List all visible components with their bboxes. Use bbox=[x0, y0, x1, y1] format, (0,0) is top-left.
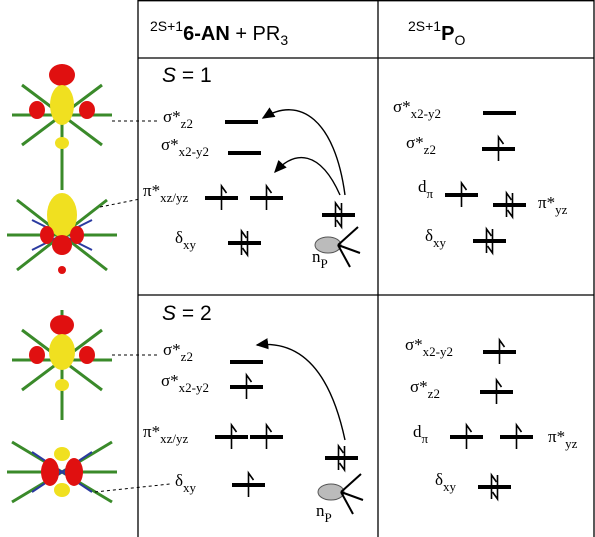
label-base: δ bbox=[175, 228, 183, 247]
excitation-arrows bbox=[257, 110, 345, 440]
orbital-label: σ*z2 bbox=[163, 107, 193, 131]
label-sub: xz/yz bbox=[160, 190, 188, 205]
orbital-label: nP bbox=[316, 501, 332, 525]
molecule bbox=[12, 310, 112, 420]
orbital-level bbox=[483, 340, 516, 364]
label-base: σ* bbox=[163, 340, 181, 359]
orbital-label: π*yz bbox=[548, 427, 578, 451]
label-sub: yz bbox=[555, 202, 568, 217]
orbital-label: δxy bbox=[425, 226, 447, 250]
header-sub: 3 bbox=[280, 32, 288, 48]
label-sub: yz bbox=[565, 436, 578, 451]
column-header: 2S+1PO bbox=[408, 18, 465, 48]
orbital-level bbox=[230, 375, 263, 399]
spin-label: S = 1 bbox=[162, 64, 212, 87]
orbital-level bbox=[445, 183, 478, 207]
header-text: + PR bbox=[230, 23, 281, 45]
header-bold: P bbox=[441, 23, 454, 45]
label-base: σ* bbox=[393, 97, 411, 116]
header-sup: 2S+1 bbox=[150, 18, 183, 34]
header-sup: 2S+1 bbox=[408, 18, 441, 34]
label-base: σ* bbox=[161, 135, 179, 154]
header-sub: O bbox=[454, 32, 465, 48]
orbital-label: δxy bbox=[175, 228, 197, 252]
label-sub: x2-y2 bbox=[411, 106, 441, 121]
orbital-label: dπ bbox=[413, 422, 429, 446]
orbital-label: δxy bbox=[435, 470, 457, 494]
orbital-level bbox=[482, 137, 515, 161]
label-sub: xy bbox=[433, 235, 447, 250]
orbital-level bbox=[250, 186, 283, 210]
orbital-level bbox=[500, 425, 533, 449]
orbital-level bbox=[215, 425, 248, 449]
orbital-label: σ*z2 bbox=[406, 133, 436, 157]
molecule bbox=[7, 193, 117, 274]
orbital-diagram: 2S+16-AN + PR32S+1POS = 1σ*z2σ*x2-y2π*xz… bbox=[0, 0, 595, 537]
label-base: δ bbox=[175, 471, 183, 490]
label-sub: xz/yz bbox=[160, 431, 188, 446]
orbital-level bbox=[473, 229, 506, 253]
molecule bbox=[12, 64, 112, 190]
molecule bbox=[7, 442, 117, 502]
orbital-level bbox=[250, 425, 283, 449]
label-sub: z2 bbox=[181, 116, 193, 131]
label-base: π* bbox=[548, 427, 565, 446]
lone-pair-lobe bbox=[318, 474, 363, 514]
label-sub: xy bbox=[183, 237, 197, 252]
orbital-level bbox=[480, 380, 513, 404]
orbital-level bbox=[232, 473, 265, 497]
orbital-label: σ*x2-y2 bbox=[161, 135, 209, 159]
label-base: σ* bbox=[406, 133, 424, 152]
orbital-label: π*xz/yz bbox=[143, 181, 188, 205]
label-base: π* bbox=[143, 181, 160, 200]
orbital-label: σ*x2-y2 bbox=[405, 335, 453, 359]
label-sub: P bbox=[325, 510, 332, 525]
orbital-label: δxy bbox=[175, 471, 197, 495]
orbital-label: σ*z2 bbox=[163, 340, 193, 364]
orbital-level bbox=[228, 231, 261, 255]
label-base: σ* bbox=[161, 371, 179, 390]
label-base: π* bbox=[538, 193, 555, 212]
orbital-level bbox=[205, 186, 238, 210]
label-sub: z2 bbox=[424, 142, 436, 157]
label-sub: P bbox=[321, 256, 328, 271]
bond bbox=[341, 474, 361, 492]
bond bbox=[338, 227, 358, 245]
label-base: δ bbox=[435, 470, 443, 489]
orbital-level bbox=[493, 193, 526, 217]
orbital-level bbox=[450, 425, 483, 449]
orbital-label: π*xz/yz bbox=[143, 422, 188, 446]
label-sub: z2 bbox=[428, 386, 440, 401]
spin-value: = 1 bbox=[176, 64, 212, 87]
orbital-level bbox=[478, 475, 511, 499]
orbital-label: σ*x2-y2 bbox=[393, 97, 441, 121]
orbital-label: dπ bbox=[418, 177, 434, 201]
label-sub: x2-y2 bbox=[179, 380, 209, 395]
molecules bbox=[7, 64, 117, 502]
spin-value: = 2 bbox=[176, 302, 212, 325]
label-base: σ* bbox=[405, 335, 423, 354]
label-sub: x2-y2 bbox=[179, 144, 209, 159]
orbital-level bbox=[322, 203, 355, 227]
lobe bbox=[318, 484, 344, 500]
label-base: δ bbox=[425, 226, 433, 245]
label-sub: π bbox=[427, 186, 434, 201]
orbital-label: π*yz bbox=[538, 193, 568, 217]
orbital-level bbox=[325, 446, 358, 470]
label-base: π* bbox=[143, 422, 160, 441]
label-sub: xy bbox=[183, 480, 197, 495]
label-base: σ* bbox=[410, 377, 428, 396]
label-sub: π bbox=[422, 431, 429, 446]
spin-symbol: S bbox=[162, 302, 176, 325]
orbital-label: σ*x2-y2 bbox=[161, 371, 209, 395]
column-header: 2S+16-AN + PR3 bbox=[150, 18, 288, 48]
header-bold: 6-AN bbox=[183, 23, 230, 45]
orbital-label: σ*z2 bbox=[410, 377, 440, 401]
label-sub: z2 bbox=[181, 349, 193, 364]
label-base: σ* bbox=[163, 107, 181, 126]
label-sub: xy bbox=[443, 479, 457, 494]
spin-label: S = 2 bbox=[162, 302, 212, 325]
spin-symbol: S bbox=[162, 64, 176, 87]
label-sub: x2-y2 bbox=[423, 344, 453, 359]
